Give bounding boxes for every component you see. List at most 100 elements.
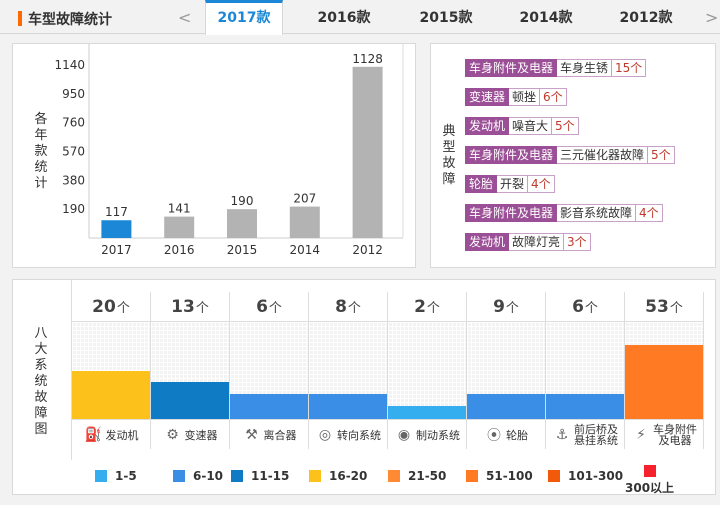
engine-icon: ⛽ [84,426,103,443]
bar-2014 [289,206,320,238]
system-count-value: 20 [92,297,116,317]
system-level-fill [388,406,466,419]
system-count-value: 8 [335,297,347,317]
system-level-area [388,322,466,419]
ylabel-char: 计 [34,176,48,191]
x-tick-label: 2012 [352,243,383,257]
system-name-cell: ⦿ 轮胎 [467,419,545,449]
fault-system: 发动机 [465,233,510,251]
tab-2017[interactable]: 2017款 [205,0,283,35]
fault-item[interactable]: 车身附件及电器 三元催化器故障 5个 [465,146,675,164]
systems-label: 八 大 系 统 故 障 图 [33,326,49,438]
system-count-value: 6 [256,297,268,317]
system-column[interactable]: 53个 ⚡ 车身附件 及电器 [625,292,704,449]
tab-2014[interactable]: 2014款 [519,10,573,26]
bar-2012 [352,66,383,239]
system-column[interactable]: 13个 ⚙ 变速器 [151,292,230,449]
tab-2016[interactable]: 2016款 [317,10,371,26]
bar-value-label: 117 [105,205,128,219]
fault-system: 车身附件及电器 [465,146,558,164]
suspension-icon: ⚓ [555,426,569,443]
fault-description: 顿挫 [509,88,541,106]
fault-count: 4个 [636,204,663,222]
fault-item[interactable]: 变速器 顿挫 6个 [465,88,567,106]
legend-item: 1-5 [95,469,137,483]
system-column[interactable]: 20个 ⛽ 发动机 [72,292,151,449]
fault-description: 影音系统故障 [557,204,637,222]
legend-swatch [95,470,107,482]
system-level-area [230,322,308,419]
y-tick-label: 950 [62,87,85,101]
system-count: 6个 [546,292,624,322]
legend-item: 21-50 [388,469,446,483]
system-count: 6个 [230,292,308,322]
system-column[interactable]: 2个 ◉ 制动系统 [388,292,467,449]
system-column[interactable]: 6个 ⚓ 前后桥及 悬挂系统 [546,292,625,449]
gearshift-icon: ⚙ [166,426,179,443]
system-column[interactable]: 9个 ⦿ 轮胎 [467,292,546,449]
system-column[interactable]: 8个 ◎ 转向系统 [309,292,388,449]
system-count-unit: 个 [426,301,440,316]
system-name: 制动系统 [416,428,460,442]
tab-2015[interactable]: 2015款 [419,10,473,26]
bar-value-label: 141 [168,202,191,216]
system-count: 8个 [309,292,387,322]
header-bar: 车型故障统计 < 2017款 2016款 2015款 2014款 2012款 > [0,0,720,35]
steering-wheel-icon: ◎ [318,426,332,443]
system-count-value: 9 [493,297,505,317]
system-count: 20个 [72,292,150,322]
tab-2012[interactable]: 2012款 [619,10,673,26]
prev-arrow-icon[interactable]: < [178,8,192,27]
legend-label: 1-5 [115,469,137,483]
systems-label-char: 障 [34,406,48,421]
system-level-area [467,322,545,419]
x-tick-label: 2015 [227,243,258,257]
eight-systems-panel: 八 大 系 统 故 障 图 20个 ⛽ 发动机 13个 ⚙ 变速器 6个 ⚒ 离合器 8个 ◎ 转向系… [12,279,716,495]
system-column[interactable]: 6个 ⚒ 离合器 [230,292,309,449]
system-count-unit: 个 [195,301,209,316]
y-tick-label: 760 [62,116,85,130]
legend-label: 6-10 [193,469,224,483]
fault-item[interactable]: 车身附件及电器 影音系统故障 4个 [465,204,663,222]
next-arrow-icon[interactable]: > [705,8,719,27]
fault-item[interactable]: 车身附件及电器 车身生锈 15个 [465,59,647,77]
system-name-cell: ◎ 转向系统 [309,419,387,449]
legend-item: 101-300 [548,469,623,483]
legend-swatch [466,470,478,482]
title-accent [18,11,22,26]
legend-item: 11-15 [231,469,289,483]
fault-system: 发动机 [465,117,510,135]
system-name: 轮胎 [506,428,528,442]
legend-swatch [548,470,560,482]
system-count: 2个 [388,292,466,322]
fault-description: 车身生锈 [557,59,613,77]
system-name-cell: ⚒ 离合器 [230,419,308,449]
x-tick-label: 2017 [101,243,132,257]
bar-2015 [227,209,257,238]
system-level-fill [230,393,308,419]
system-name: 发动机 [105,428,139,442]
clutch-icon: ⚒ [245,426,258,443]
system-count: 53个 [625,292,703,322]
ylabel-char: 年 [34,128,48,143]
page-title: 车型故障统计 [28,12,112,28]
tire-icon: ⦿ [487,427,501,444]
fault-item[interactable]: 轮胎 开裂 4个 [465,175,555,193]
legend-swatch [173,470,185,482]
system-name-cell: ⚡ 车身附件 及电器 [625,419,703,449]
fault-item[interactable]: 发动机 故障灯亮 3个 [465,233,591,251]
legend-swatch [388,470,400,482]
fault-system: 车身附件及电器 [465,204,558,222]
system-count-value: 6 [572,297,584,317]
system-count-value: 2 [414,297,426,317]
system-count-unit: 个 [116,301,130,316]
fault-count: 5个 [552,117,579,135]
systems-label-char: 大 [34,342,48,357]
brake-icon: ◉ [397,426,411,443]
fault-item[interactable]: 发动机 噪音大 5个 [465,117,579,135]
fault-description: 开裂 [497,175,529,193]
system-count-unit: 个 [268,301,282,316]
system-name: 离合器 [263,428,297,442]
bar-2016 [164,216,195,238]
y-tick-label: 1140 [54,58,85,72]
